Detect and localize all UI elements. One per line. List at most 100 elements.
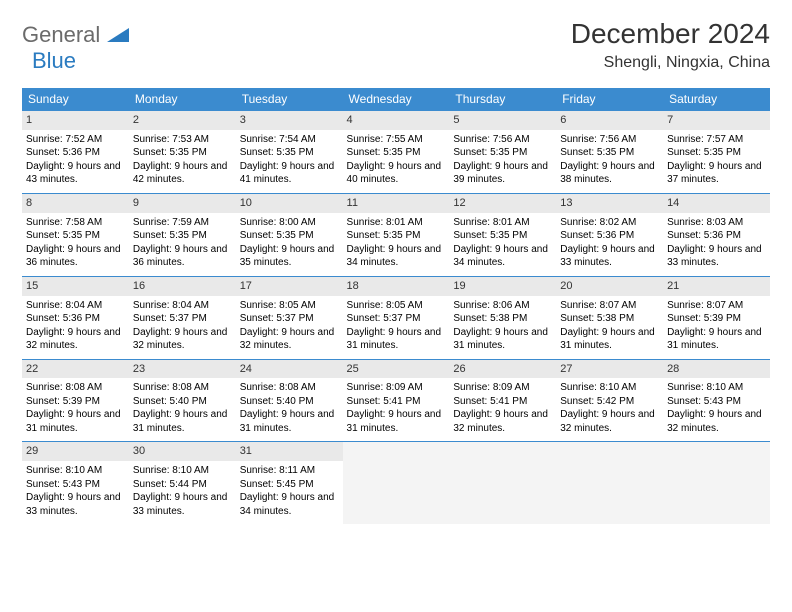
sunrise-text: Sunrise: 8:09 AM	[347, 381, 446, 395]
sunrise-text: Sunrise: 8:10 AM	[667, 381, 766, 395]
sunset-text: Sunset: 5:41 PM	[347, 395, 446, 409]
calendar-cell: 29Sunrise: 8:10 AMSunset: 5:43 PMDayligh…	[22, 442, 129, 524]
day-number: 27	[556, 360, 663, 379]
daylight-text: Daylight: 9 hours and 31 minutes.	[667, 326, 766, 353]
daylight-text: Daylight: 9 hours and 33 minutes.	[667, 243, 766, 270]
calendar-cell: 28Sunrise: 8:10 AMSunset: 5:43 PMDayligh…	[663, 359, 770, 442]
day-number: 6	[556, 111, 663, 130]
calendar-row: 8Sunrise: 7:58 AMSunset: 5:35 PMDaylight…	[22, 193, 770, 276]
calendar-body: 1Sunrise: 7:52 AMSunset: 5:36 PMDaylight…	[22, 111, 770, 525]
calendar-cell: 11Sunrise: 8:01 AMSunset: 5:35 PMDayligh…	[343, 193, 450, 276]
daylight-text: Daylight: 9 hours and 31 minutes.	[560, 326, 659, 353]
sunset-text: Sunset: 5:35 PM	[667, 146, 766, 160]
daylight-text: Daylight: 9 hours and 32 minutes.	[240, 326, 339, 353]
daylight-text: Daylight: 9 hours and 33 minutes.	[560, 243, 659, 270]
day-number: 2	[129, 111, 236, 130]
day-number: 1	[22, 111, 129, 130]
calendar-cell	[449, 442, 556, 524]
sunrise-text: Sunrise: 8:07 AM	[560, 299, 659, 313]
calendar-cell: 22Sunrise: 8:08 AMSunset: 5:39 PMDayligh…	[22, 359, 129, 442]
sunrise-text: Sunrise: 7:56 AM	[560, 133, 659, 147]
sunset-text: Sunset: 5:37 PM	[133, 312, 232, 326]
daylight-text: Daylight: 9 hours and 31 minutes.	[347, 326, 446, 353]
sunset-text: Sunset: 5:38 PM	[453, 312, 552, 326]
daylight-text: Daylight: 9 hours and 43 minutes.	[26, 160, 125, 187]
sunset-text: Sunset: 5:35 PM	[133, 229, 232, 243]
location: Shengli, Ningxia, China	[571, 54, 770, 72]
sunrise-text: Sunrise: 7:52 AM	[26, 133, 125, 147]
day-number: 20	[556, 277, 663, 296]
day-number: 21	[663, 277, 770, 296]
calendar-row: 22Sunrise: 8:08 AMSunset: 5:39 PMDayligh…	[22, 359, 770, 442]
calendar-cell: 2Sunrise: 7:53 AMSunset: 5:35 PMDaylight…	[129, 111, 236, 194]
weekday-header: Friday	[556, 88, 663, 111]
month-title: December 2024	[571, 18, 770, 50]
sunrise-text: Sunrise: 8:01 AM	[453, 216, 552, 230]
sunset-text: Sunset: 5:37 PM	[347, 312, 446, 326]
day-number: 31	[236, 442, 343, 461]
day-number: 15	[22, 277, 129, 296]
day-number: 13	[556, 194, 663, 213]
sunset-text: Sunset: 5:35 PM	[347, 146, 446, 160]
sunrise-text: Sunrise: 8:09 AM	[453, 381, 552, 395]
day-number: 24	[236, 360, 343, 379]
day-number: 12	[449, 194, 556, 213]
sunrise-text: Sunrise: 7:54 AM	[240, 133, 339, 147]
daylight-text: Daylight: 9 hours and 34 minutes.	[453, 243, 552, 270]
sunset-text: Sunset: 5:39 PM	[26, 395, 125, 409]
calendar-cell: 14Sunrise: 8:03 AMSunset: 5:36 PMDayligh…	[663, 193, 770, 276]
sunset-text: Sunset: 5:35 PM	[347, 229, 446, 243]
sunrise-text: Sunrise: 7:57 AM	[667, 133, 766, 147]
weekday-header: Monday	[129, 88, 236, 111]
daylight-text: Daylight: 9 hours and 34 minutes.	[347, 243, 446, 270]
day-number: 3	[236, 111, 343, 130]
calendar-cell: 26Sunrise: 8:09 AMSunset: 5:41 PMDayligh…	[449, 359, 556, 442]
sunrise-text: Sunrise: 8:01 AM	[347, 216, 446, 230]
day-number: 10	[236, 194, 343, 213]
day-number: 17	[236, 277, 343, 296]
daylight-text: Daylight: 9 hours and 31 minutes.	[240, 408, 339, 435]
sunset-text: Sunset: 5:44 PM	[133, 478, 232, 492]
weekday-header: Tuesday	[236, 88, 343, 111]
day-number: 26	[449, 360, 556, 379]
weekday-header-row: Sunday Monday Tuesday Wednesday Thursday…	[22, 88, 770, 111]
calendar-cell: 8Sunrise: 7:58 AMSunset: 5:35 PMDaylight…	[22, 193, 129, 276]
day-number: 19	[449, 277, 556, 296]
daylight-text: Daylight: 9 hours and 39 minutes.	[453, 160, 552, 187]
day-number: 7	[663, 111, 770, 130]
calendar-cell: 10Sunrise: 8:00 AMSunset: 5:35 PMDayligh…	[236, 193, 343, 276]
sunrise-text: Sunrise: 7:58 AM	[26, 216, 125, 230]
daylight-text: Daylight: 9 hours and 32 minutes.	[133, 326, 232, 353]
sunset-text: Sunset: 5:39 PM	[667, 312, 766, 326]
sunrise-text: Sunrise: 8:04 AM	[133, 299, 232, 313]
sunset-text: Sunset: 5:35 PM	[26, 229, 125, 243]
day-number: 16	[129, 277, 236, 296]
sunrise-text: Sunrise: 8:08 AM	[240, 381, 339, 395]
sunset-text: Sunset: 5:42 PM	[560, 395, 659, 409]
sunrise-text: Sunrise: 7:53 AM	[133, 133, 232, 147]
sunset-text: Sunset: 5:36 PM	[560, 229, 659, 243]
calendar-cell: 4Sunrise: 7:55 AMSunset: 5:35 PMDaylight…	[343, 111, 450, 194]
calendar-row: 29Sunrise: 8:10 AMSunset: 5:43 PMDayligh…	[22, 442, 770, 524]
brand-logo: General Blue	[22, 22, 129, 74]
daylight-text: Daylight: 9 hours and 32 minutes.	[26, 326, 125, 353]
sunset-text: Sunset: 5:38 PM	[560, 312, 659, 326]
sunset-text: Sunset: 5:35 PM	[240, 146, 339, 160]
sunrise-text: Sunrise: 8:05 AM	[347, 299, 446, 313]
daylight-text: Daylight: 9 hours and 32 minutes.	[453, 408, 552, 435]
day-number: 30	[129, 442, 236, 461]
daylight-text: Daylight: 9 hours and 35 minutes.	[240, 243, 339, 270]
day-number: 22	[22, 360, 129, 379]
weekday-header: Sunday	[22, 88, 129, 111]
daylight-text: Daylight: 9 hours and 36 minutes.	[26, 243, 125, 270]
sunset-text: Sunset: 5:36 PM	[26, 146, 125, 160]
calendar-cell: 21Sunrise: 8:07 AMSunset: 5:39 PMDayligh…	[663, 276, 770, 359]
sunrise-text: Sunrise: 8:08 AM	[26, 381, 125, 395]
sunset-text: Sunset: 5:40 PM	[240, 395, 339, 409]
daylight-text: Daylight: 9 hours and 38 minutes.	[560, 160, 659, 187]
calendar-cell: 23Sunrise: 8:08 AMSunset: 5:40 PMDayligh…	[129, 359, 236, 442]
weekday-header: Wednesday	[343, 88, 450, 111]
day-number: 25	[343, 360, 450, 379]
brand-word1: General	[22, 22, 100, 47]
sunset-text: Sunset: 5:43 PM	[26, 478, 125, 492]
